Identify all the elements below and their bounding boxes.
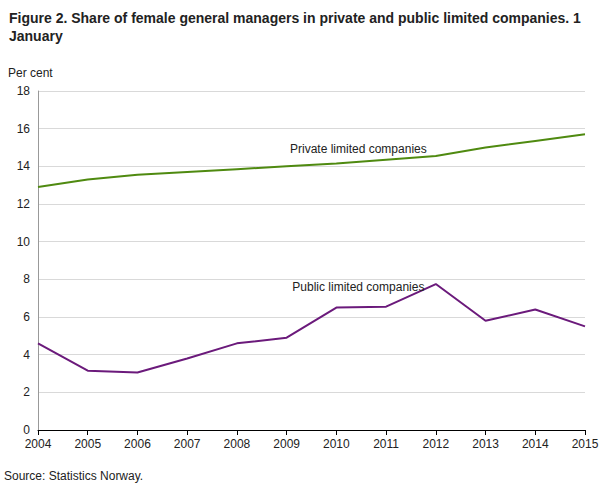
svg-text:Public limited companies: Public limited companies <box>292 280 424 294</box>
svg-text:Private limited companies: Private limited companies <box>290 142 427 156</box>
svg-text:16: 16 <box>17 122 31 136</box>
svg-text:2011: 2011 <box>373 437 399 451</box>
svg-text:2005: 2005 <box>74 437 101 451</box>
svg-text:4: 4 <box>23 348 30 362</box>
svg-text:14: 14 <box>17 159 31 173</box>
svg-text:2012: 2012 <box>422 437 449 451</box>
svg-text:Source: Statistics Norway.: Source: Statistics Norway. <box>4 469 143 483</box>
svg-text:18: 18 <box>17 84 31 98</box>
svg-text:0: 0 <box>23 423 30 437</box>
svg-text:2006: 2006 <box>124 437 151 451</box>
svg-text:12: 12 <box>17 197 31 211</box>
svg-text:2013: 2013 <box>472 437 499 451</box>
svg-text:2004: 2004 <box>25 437 52 451</box>
svg-text:2014: 2014 <box>522 437 549 451</box>
svg-text:2: 2 <box>23 385 30 399</box>
svg-text:8: 8 <box>23 272 30 286</box>
svg-text:2008: 2008 <box>224 437 251 451</box>
svg-text:2010: 2010 <box>323 437 350 451</box>
svg-text:2009: 2009 <box>273 437 300 451</box>
svg-text:2015: 2015 <box>572 437 599 451</box>
svg-text:January: January <box>9 28 63 44</box>
svg-text:2007: 2007 <box>174 437 201 451</box>
svg-text:Per cent: Per cent <box>8 66 53 80</box>
svg-text:10: 10 <box>17 235 31 249</box>
svg-text:6: 6 <box>23 310 30 324</box>
svg-text:Figure 2. Share of female gene: Figure 2. Share of female general manage… <box>9 10 585 26</box>
